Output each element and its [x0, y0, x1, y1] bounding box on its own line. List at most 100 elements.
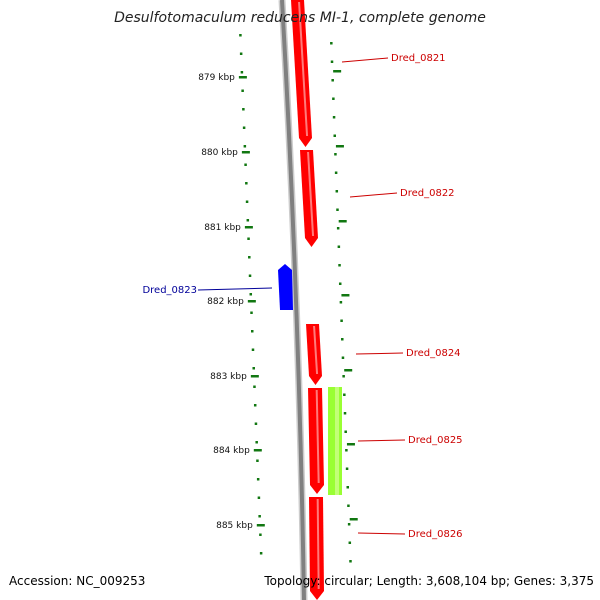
minor-tick [333, 134, 336, 137]
kbp-tick-label: 879 kbp [198, 73, 235, 83]
major-tick [344, 369, 353, 372]
major-tick [250, 375, 259, 378]
minor-tick [340, 319, 343, 322]
minor-tick [341, 338, 344, 341]
minor-tick [242, 108, 245, 111]
gene-Dred_0824[interactable] [306, 324, 322, 385]
gene-Dred_0822[interactable] [300, 150, 318, 247]
minor-tick [349, 560, 352, 563]
tick-layer: 879 kbp 880 kbp 881 kbp 882 kbp 883 kbp 884 k… [198, 34, 358, 563]
minor-tick [253, 385, 256, 388]
major-tick [333, 70, 342, 73]
minor-tick [347, 504, 350, 507]
major-tick [346, 443, 355, 446]
kbp-tick-label: 880 kbp [201, 148, 238, 158]
label-leader-line [357, 439, 406, 442]
minor-tick [249, 293, 253, 296]
label-leader-line [357, 532, 406, 535]
major-tick [238, 76, 247, 79]
minor-tick [255, 441, 258, 444]
minor-tick [253, 404, 257, 407]
accession-text: Accession: NC_009253 [9, 574, 146, 588]
gene-label[interactable]: Dred_0825 [408, 435, 463, 446]
minor-tick [258, 515, 261, 518]
minor-tick [345, 467, 349, 470]
minor-tick [331, 79, 334, 82]
kbp-tick-label: 885 kbp [216, 521, 253, 531]
major-tick [244, 226, 253, 229]
minor-tick [332, 116, 336, 119]
gene-label[interactable]: Dred_0824 [406, 348, 461, 359]
label-leader-line [341, 57, 389, 63]
minor-tick [251, 348, 255, 351]
minor-tick [339, 301, 343, 304]
minor-tick [345, 449, 348, 452]
minor-tick [254, 422, 258, 425]
minor-tick [335, 190, 339, 193]
minor-tick [241, 89, 244, 92]
kbp-tick-label: 881 kbp [204, 223, 241, 233]
minor-tick [334, 153, 337, 156]
minor-tick [244, 163, 247, 166]
minor-tick [337, 245, 341, 248]
minor-tick [239, 52, 243, 55]
major-tick [341, 294, 350, 297]
minor-tick [251, 330, 254, 333]
kbp-tick-label: 882 kbp [207, 297, 244, 307]
kbp-tick-label: 883 kbp [210, 372, 247, 382]
minor-tick [343, 412, 347, 415]
gene-Dred_0825[interactable] [308, 388, 324, 494]
label-leader-line [197, 287, 273, 291]
minor-tick [245, 182, 248, 185]
minor-tick [343, 393, 346, 396]
minor-tick [330, 42, 333, 45]
feature-Dred_0825[interactable] [328, 387, 342, 495]
genome-backbone [280, 0, 306, 600]
minor-tick [245, 200, 249, 203]
major-tick [247, 300, 256, 303]
major-tick [335, 145, 344, 148]
gene-Dred_0821[interactable] [291, 0, 312, 147]
minor-tick [256, 478, 260, 481]
minor-tick [347, 523, 351, 526]
minor-tick [257, 496, 261, 499]
major-tick [349, 518, 358, 521]
feature-layer [278, 0, 342, 600]
label-layer: Dred_0821 Dred_0822 Dred_0823 Dred_0824 Dred… [142, 53, 462, 540]
minor-tick [344, 430, 347, 433]
minor-tick [336, 227, 340, 230]
topology-stats-text: Topology: circular; Length: 3,608,104 bp… [264, 574, 594, 588]
minor-tick [248, 274, 252, 277]
minor-tick [346, 486, 350, 489]
minor-tick [259, 533, 262, 536]
gene-label[interactable]: Dred_0826 [408, 529, 463, 540]
minor-tick [334, 171, 338, 174]
minor-tick [259, 552, 263, 555]
minor-tick [243, 145, 247, 148]
minor-tick [332, 97, 335, 100]
gene-Dred_0826[interactable] [309, 497, 324, 600]
gene-label[interactable]: Dred_0822 [400, 188, 455, 199]
label-leader-line [349, 192, 398, 198]
minor-tick [336, 208, 339, 211]
gene-label[interactable]: Dred_0823 [142, 285, 197, 296]
major-tick [241, 151, 250, 154]
minor-tick [256, 459, 259, 462]
minor-tick [342, 375, 345, 378]
major-tick [256, 524, 265, 527]
gene-label[interactable]: Dred_0821 [391, 53, 446, 64]
label-leader-line [355, 352, 404, 355]
minor-tick [247, 237, 250, 240]
minor-tick [341, 356, 345, 359]
minor-tick [242, 126, 246, 129]
minor-tick [240, 71, 244, 74]
gene-Dred_0823[interactable] [278, 264, 293, 310]
minor-tick [252, 367, 255, 370]
major-tick [338, 220, 347, 223]
minor-tick [246, 219, 250, 222]
minor-tick [239, 34, 242, 37]
minor-tick [250, 311, 253, 314]
major-tick [253, 449, 262, 452]
minor-tick [338, 282, 342, 285]
